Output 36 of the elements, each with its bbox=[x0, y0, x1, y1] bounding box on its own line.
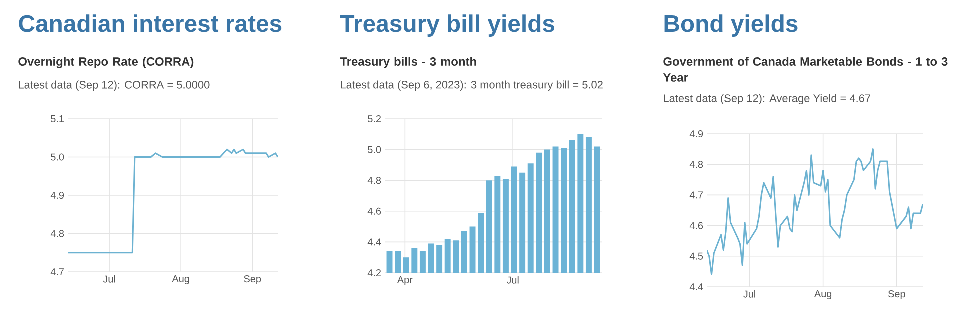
y-tick-label: 4.8 bbox=[368, 177, 382, 184]
chart-title: Treasury bill yields bbox=[340, 14, 555, 37]
text: Latest data (Sep 6, 2023): 3 month treasury bill = 5.02 bbox=[341, 80, 603, 91]
y-tick-label: 4.6 bbox=[368, 208, 382, 215]
text: Latest data (Sep 12): Average Yield = 4.67 bbox=[664, 94, 870, 105]
y-tick-label: 4.8 bbox=[690, 161, 704, 168]
y-tick-label: 4.5 bbox=[690, 252, 704, 260]
y-tick-label: 4.9 bbox=[690, 130, 704, 138]
chart-title: Bond yields bbox=[664, 14, 798, 37]
y-tick-label: 4.6 bbox=[690, 222, 704, 230]
line-series bbox=[707, 148, 924, 276]
y-tick-label: 4.2 bbox=[368, 270, 381, 276]
x-tick-label: Jul bbox=[103, 276, 116, 283]
y-tick-label: 4.4 bbox=[368, 238, 382, 246]
y-tick-label: 5.1 bbox=[51, 116, 64, 122]
x-tick-label: Sep bbox=[888, 290, 906, 300]
chart-subtitle: Overnight Repo Rate (CORRA) bbox=[18, 57, 194, 68]
chart-subtitle: Treasury bills - 3 month bbox=[340, 57, 476, 68]
chart-subtitle: Government of Canada Marketable Bonds - 1 to 3 Year bbox=[663, 57, 948, 82]
x-tick-label: Jul bbox=[744, 290, 756, 298]
y-tick-label: 4.8 bbox=[50, 230, 64, 238]
chart-title: Canadian interest rates bbox=[19, 14, 282, 32]
x-tick-label: Apr bbox=[397, 276, 413, 286]
y-tick-label: 4.7 bbox=[50, 268, 64, 276]
y-tick-label: 5.0 bbox=[368, 146, 382, 154]
y-tick-label: 5.2 bbox=[368, 115, 381, 123]
x-tick-label: Aug bbox=[814, 290, 832, 300]
y-tick-label: 4.4 bbox=[690, 284, 704, 290]
x-tick-label: Aug bbox=[172, 276, 190, 284]
line-series bbox=[68, 148, 278, 254]
y-tick-label: 4.9 bbox=[50, 192, 64, 200]
x-tick-label: Jul bbox=[506, 276, 519, 284]
text: Latest data (Sep 12): CORRA = 5.0000 bbox=[19, 80, 210, 91]
y-tick-label: 5.0 bbox=[51, 154, 64, 161]
x-tick-label: Sep bbox=[244, 276, 262, 285]
y-tick-label: 4.7 bbox=[690, 192, 703, 199]
